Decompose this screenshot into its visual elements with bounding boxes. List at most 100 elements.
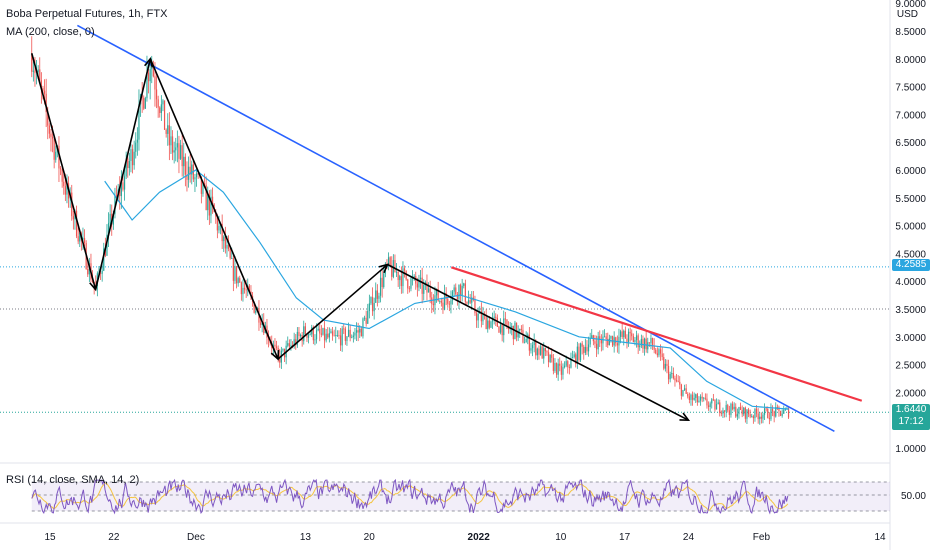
candle-body: [610, 336, 612, 339]
candle-body: [359, 328, 361, 333]
candle-body: [725, 405, 727, 412]
candle-body: [427, 288, 430, 293]
candle-body: [672, 373, 674, 379]
candle-body: [235, 266, 238, 284]
candle-body: [325, 333, 327, 341]
y-tick-label: 8.0000: [895, 55, 926, 66]
candle-body: [189, 166, 191, 175]
candle-body: [303, 326, 305, 342]
candle-body: [504, 318, 506, 320]
candle-body: [263, 322, 265, 334]
candle-body: [194, 177, 196, 180]
candle-body: [760, 416, 762, 419]
candle-body: [779, 410, 782, 416]
candle-body: [579, 343, 582, 361]
candle-body: [667, 365, 670, 380]
candle-body: [144, 98, 146, 109]
candle-body: [355, 330, 358, 333]
candle-body: [312, 327, 314, 341]
candle-body: [437, 288, 439, 301]
candle-body: [712, 399, 714, 401]
candle-body: [498, 326, 500, 333]
candle-body: [722, 410, 724, 414]
candle-body: [599, 336, 601, 340]
candle-body: [176, 143, 178, 148]
candle-body: [152, 68, 154, 77]
candle-body: [576, 346, 578, 364]
candle-body: [546, 351, 548, 353]
rsi-indicator-label[interactable]: RSI (14, close, SMA, 14, 2): [6, 474, 140, 486]
candle-body: [338, 335, 340, 336]
candle-body: [495, 316, 497, 318]
candle-body: [168, 125, 170, 146]
candle-body: [335, 335, 337, 336]
candle-body: [373, 302, 375, 312]
candle-body: [37, 69, 39, 73]
candle-body: [179, 145, 182, 159]
x-tick-label: 15: [44, 532, 56, 543]
candle-body: [677, 380, 679, 382]
candle-body: [770, 408, 772, 420]
x-tick-label: 2022: [468, 532, 491, 543]
candle-body: [607, 338, 609, 346]
candle-body: [634, 340, 636, 343]
candle-body: [210, 196, 212, 216]
ma-indicator-label[interactable]: MA (200, close, 0): [6, 26, 95, 38]
candle-body: [554, 363, 556, 371]
candle-body: [536, 348, 538, 356]
candle-body: [755, 408, 758, 414]
candle-body: [416, 283, 418, 288]
x-tick-label: Dec: [187, 532, 205, 543]
candle-body: [240, 282, 242, 295]
y-tick-label: 8.5000: [895, 27, 926, 38]
candle-body: [165, 129, 167, 134]
candle-body: [675, 380, 678, 382]
candle-body: [125, 158, 127, 177]
candle-body: [43, 90, 46, 94]
candle-body: [287, 343, 289, 346]
candle-body: [170, 136, 172, 146]
rsi-band-fill: [31, 482, 891, 511]
candle-body: [242, 287, 244, 295]
candle-body: [727, 405, 729, 411]
candle-body: [376, 290, 378, 299]
candle-body: [496, 317, 498, 327]
candle-body: [229, 249, 231, 259]
candle-body: [221, 224, 223, 242]
candle-body: [47, 112, 49, 126]
candle-body: [535, 341, 537, 356]
candle-body: [763, 408, 766, 415]
candle-body: [656, 353, 658, 356]
candle-body: [173, 150, 175, 153]
candle-body: [306, 333, 308, 338]
x-tick-label: 20: [364, 532, 376, 543]
candle-body: [757, 413, 759, 420]
x-tick-label: Feb: [753, 532, 771, 543]
candle-body: [698, 400, 700, 403]
candle-body: [515, 322, 518, 338]
candle-body: [82, 238, 84, 240]
candle-body: [523, 342, 526, 344]
candle-body: [227, 244, 230, 250]
candle-body: [715, 404, 718, 410]
candle-body: [671, 373, 673, 375]
candle-body: [248, 285, 250, 292]
swing-leg-line: [149, 58, 279, 360]
candle-body: [207, 194, 209, 211]
candle-body: [466, 301, 468, 304]
candle-body: [648, 342, 650, 344]
candle-body: [506, 319, 508, 326]
candle-body: [223, 236, 225, 242]
candle-body: [642, 338, 644, 349]
candle-body: [650, 338, 652, 344]
candle-body: [293, 339, 295, 347]
candle-body: [167, 125, 169, 134]
candle-body: [59, 168, 62, 170]
candle-body: [743, 407, 745, 415]
candle-body: [343, 328, 345, 330]
candle-body: [440, 300, 442, 303]
candle-body: [539, 346, 542, 355]
candle-body: [216, 216, 218, 231]
candle-body: [645, 338, 647, 350]
